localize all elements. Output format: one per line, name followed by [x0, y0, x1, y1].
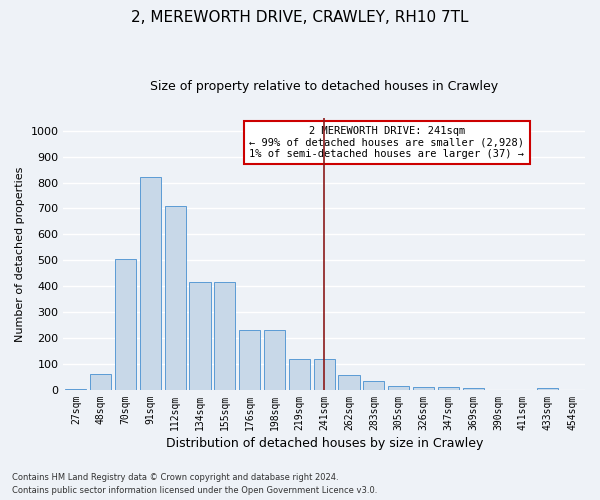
Bar — [164, 206, 186, 390]
Bar — [140, 178, 161, 390]
Bar — [90, 374, 111, 390]
Bar — [338, 375, 359, 390]
X-axis label: Distribution of detached houses by size in Crawley: Distribution of detached houses by size … — [166, 437, 483, 450]
Bar — [413, 387, 434, 390]
Bar — [239, 330, 260, 390]
Bar — [364, 381, 385, 390]
Bar — [264, 330, 285, 390]
Bar — [214, 282, 235, 390]
Y-axis label: Number of detached properties: Number of detached properties — [15, 166, 25, 342]
Bar — [190, 282, 211, 390]
Bar — [289, 359, 310, 390]
Text: 2, MEREWORTH DRIVE, CRAWLEY, RH10 7TL: 2, MEREWORTH DRIVE, CRAWLEY, RH10 7TL — [131, 10, 469, 25]
Bar — [388, 386, 409, 390]
Bar — [463, 388, 484, 390]
Text: Contains HM Land Registry data © Crown copyright and database right 2024.
Contai: Contains HM Land Registry data © Crown c… — [12, 474, 377, 495]
Text: 2 MEREWORTH DRIVE: 241sqm
← 99% of detached houses are smaller (2,928)
1% of sem: 2 MEREWORTH DRIVE: 241sqm ← 99% of detac… — [249, 126, 524, 159]
Title: Size of property relative to detached houses in Crawley: Size of property relative to detached ho… — [150, 80, 498, 93]
Bar — [65, 388, 86, 390]
Bar — [115, 259, 136, 390]
Bar — [314, 359, 335, 390]
Bar — [438, 387, 459, 390]
Bar — [537, 388, 558, 390]
